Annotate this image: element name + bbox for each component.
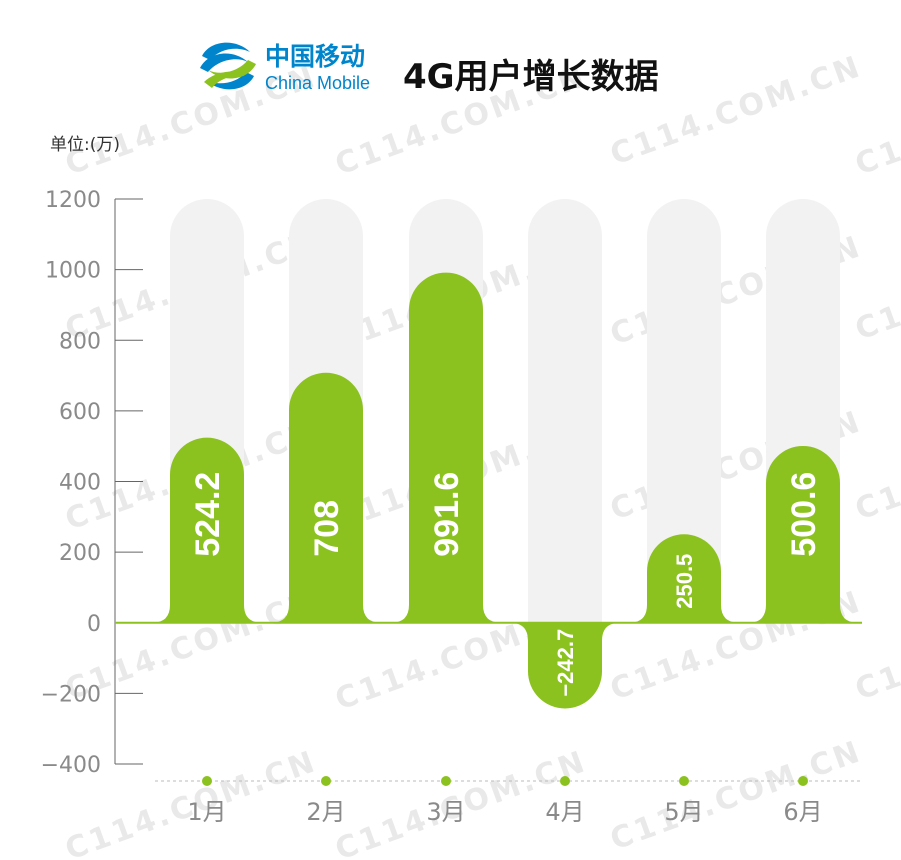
y-tick-label: 800	[59, 329, 101, 354]
x-axis-dot	[202, 776, 212, 786]
bar-5月	[629, 534, 739, 623]
value-label: 708	[308, 500, 346, 557]
y-tick-label: 1000	[45, 259, 101, 284]
x-tick-label: 1月	[187, 798, 226, 826]
brand-name-en: China Mobile	[265, 73, 370, 93]
y-axis: 1200 1000 800 600 400 200 0 −200 −400	[41, 188, 862, 778]
value-label: −242.7	[553, 629, 578, 697]
x-tick-label: 4月	[545, 798, 584, 826]
x-axis-dot	[560, 776, 570, 786]
x-axis-dot	[798, 776, 808, 786]
y-tick-label: 0	[87, 612, 101, 637]
background-track	[647, 199, 721, 623]
chart-title: 4G用户增长数据	[403, 57, 659, 97]
china-mobile-logo-icon	[200, 42, 256, 90]
x-tick-label: 3月	[426, 798, 465, 826]
bar-4月	[510, 622, 620, 709]
bars	[152, 272, 858, 709]
x-tick-label: 6月	[783, 798, 822, 826]
brand-name-cn: 中国移动	[265, 42, 365, 71]
x-axis-dot	[441, 776, 451, 786]
value-label: 250.5	[672, 554, 697, 609]
bar-1月	[152, 437, 262, 623]
value-label: 524.2	[189, 472, 227, 557]
bar-6月	[748, 445, 858, 623]
watermark-text: C114.COM.CN	[606, 734, 867, 858]
y-tick-label: 1200	[45, 188, 101, 213]
value-label: 991.6	[428, 472, 466, 557]
y-tick-label: 200	[59, 541, 101, 566]
x-tick-label: 5月	[664, 798, 703, 826]
value-label: 500.6	[785, 472, 823, 557]
y-tick-label: −200	[41, 682, 101, 707]
x-axis-dot	[679, 776, 689, 786]
value-labels: 524.2 708 991.6 −242.7 250.5 500.6	[189, 472, 823, 697]
header: 中国移动 China Mobile 4G用户增长数据	[200, 42, 659, 97]
x-tick-label: 2月	[306, 798, 345, 826]
unit-label: 单位:(万)	[50, 135, 120, 155]
y-tick-label: 400	[59, 471, 101, 496]
x-axis: 1月 2月 3月 4月 5月 6月	[155, 776, 862, 826]
x-axis-dot	[321, 776, 331, 786]
bar-3月	[391, 272, 501, 623]
bar-2月	[271, 372, 381, 623]
y-tick-label: 600	[59, 400, 101, 425]
y-tick-label: −400	[41, 753, 101, 778]
background-track	[528, 199, 602, 623]
